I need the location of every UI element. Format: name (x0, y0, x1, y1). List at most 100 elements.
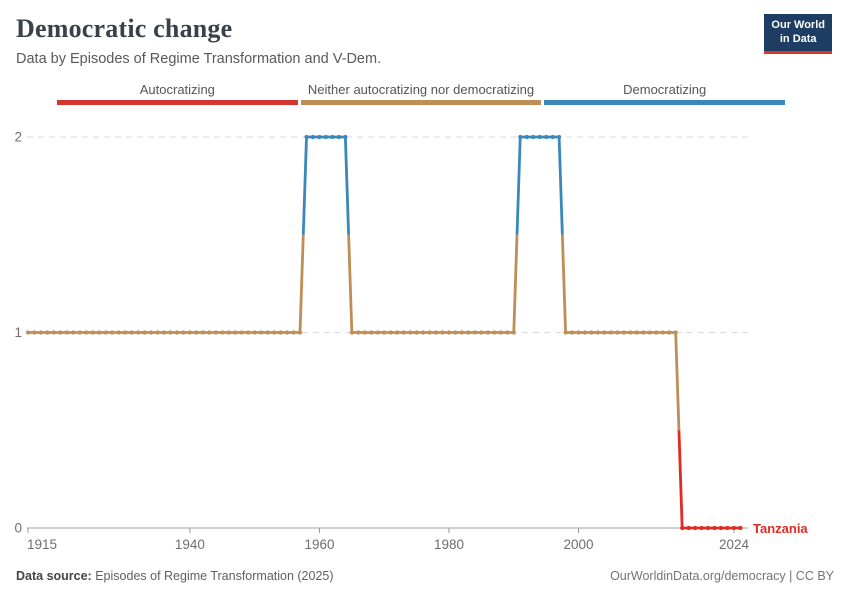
chart-footer: Data source: Episodes of Regime Transfor… (16, 569, 834, 583)
series-transition (560, 234, 567, 333)
legend-color-bar (57, 100, 298, 105)
x-tick-label: 1915 (27, 537, 57, 552)
legend-color-bar (544, 100, 786, 105)
data-point (576, 330, 581, 335)
data-point (375, 330, 380, 335)
legend-color-bar (300, 100, 542, 105)
data-point (369, 330, 374, 335)
data-point (738, 525, 743, 531)
data-point (168, 330, 173, 335)
legend-label: Neither autocratizing nor democratizing (307, 82, 535, 97)
data-point (161, 330, 167, 335)
data-point (660, 330, 665, 335)
data-point (518, 134, 523, 140)
data-source-text: Episodes of Regime Transformation (2025) (95, 569, 334, 583)
data-point (641, 330, 646, 335)
data-point (654, 330, 659, 335)
data-point (427, 330, 432, 335)
data-point (58, 330, 63, 335)
data-point (103, 330, 108, 335)
legend-label: Autocratizing (139, 82, 215, 97)
data-point (246, 330, 251, 335)
data-point (200, 330, 205, 335)
y-tick-label: 0 (14, 521, 22, 536)
series-transition (677, 430, 684, 529)
data-point (317, 134, 322, 140)
data-point (187, 330, 193, 335)
data-point (595, 330, 601, 335)
data-point (220, 330, 225, 335)
data-point (731, 525, 737, 531)
data-point (213, 330, 218, 335)
data-point (38, 330, 44, 335)
data-point (207, 330, 212, 335)
data-point (498, 330, 503, 335)
data-point (356, 330, 361, 335)
data-point (259, 330, 264, 335)
y-tick-label: 1 (14, 325, 22, 340)
data-point (155, 330, 160, 335)
owid-logo[interactable]: Our World in Data (764, 14, 832, 54)
data-point (712, 525, 717, 531)
series-transition (301, 136, 308, 235)
data-point (123, 330, 128, 335)
entity-label: Tanzania (753, 521, 808, 536)
episode-legend: Autocratizing Neither autocratizing nor … (57, 82, 786, 105)
data-point (252, 330, 257, 335)
data-point (420, 330, 426, 335)
owid-url-link[interactable]: OurWorldinData.org/democracy | CC BY (610, 569, 834, 583)
data-point (336, 134, 341, 140)
data-point (194, 330, 199, 335)
data-point (414, 330, 419, 335)
data-point (446, 330, 452, 335)
data-point (705, 525, 711, 531)
data-point (278, 330, 283, 335)
data-point (647, 330, 652, 335)
data-point (71, 330, 76, 335)
data-point (284, 330, 290, 335)
series-transition (674, 332, 681, 431)
data-source-label: Data source: (16, 569, 92, 583)
data-point (693, 525, 698, 531)
data-point (725, 525, 730, 531)
x-tick-label: 2000 (564, 537, 594, 552)
data-point (589, 330, 594, 335)
legend-label: Democratizing (623, 82, 707, 97)
data-point (608, 330, 614, 335)
series-transition (347, 234, 354, 333)
data-point (615, 330, 620, 335)
data-point (686, 525, 691, 531)
data-point (433, 330, 439, 335)
x-tick-label: 2024 (719, 537, 750, 552)
data-point (51, 330, 57, 335)
series-transition (557, 136, 564, 235)
data-point (628, 330, 633, 335)
data-point (544, 134, 549, 140)
data-point (602, 330, 607, 335)
data-point (181, 330, 186, 335)
data-point (459, 330, 465, 335)
data-point (401, 330, 406, 335)
series-transition (512, 234, 519, 333)
data-point (136, 330, 141, 335)
data-source-note: Data source: Episodes of Regime Transfor… (16, 569, 334, 583)
owid-logo-line1: Our World (771, 19, 825, 31)
data-point (634, 330, 639, 335)
data-point (265, 330, 270, 335)
data-point (505, 330, 510, 335)
data-point (718, 525, 724, 531)
data-point (531, 134, 536, 140)
data-point (621, 330, 626, 335)
data-point (472, 330, 478, 335)
data-point (388, 330, 393, 335)
data-point (174, 330, 180, 335)
series-transition (343, 136, 351, 235)
data-point (349, 330, 354, 335)
data-point (408, 330, 413, 335)
data-point (45, 330, 50, 335)
data-point (550, 134, 555, 140)
data-point (466, 330, 471, 335)
data-point (563, 330, 568, 335)
